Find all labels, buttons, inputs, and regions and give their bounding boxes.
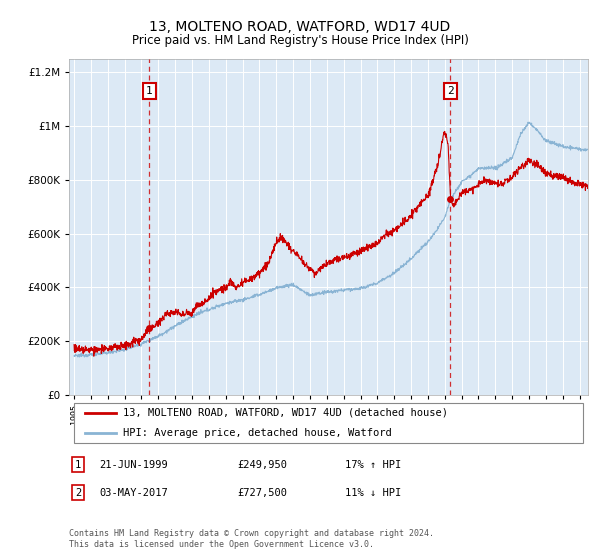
Text: Contains HM Land Registry data © Crown copyright and database right 2024.
This d: Contains HM Land Registry data © Crown c… <box>69 529 434 549</box>
Text: 1: 1 <box>146 86 153 96</box>
Text: 21-JUN-1999: 21-JUN-1999 <box>99 460 168 470</box>
Text: 1: 1 <box>75 460 81 470</box>
Text: 13, MOLTENO ROAD, WATFORD, WD17 4UD: 13, MOLTENO ROAD, WATFORD, WD17 4UD <box>149 20 451 34</box>
Text: 17% ↑ HPI: 17% ↑ HPI <box>345 460 401 470</box>
Text: 2: 2 <box>447 86 454 96</box>
FancyBboxPatch shape <box>74 403 583 443</box>
Text: 11% ↓ HPI: 11% ↓ HPI <box>345 488 401 498</box>
Text: 03-MAY-2017: 03-MAY-2017 <box>99 488 168 498</box>
Text: HPI: Average price, detached house, Watford: HPI: Average price, detached house, Watf… <box>124 428 392 438</box>
Text: 2: 2 <box>75 488 81 498</box>
Text: Price paid vs. HM Land Registry's House Price Index (HPI): Price paid vs. HM Land Registry's House … <box>131 34 469 46</box>
Text: 13, MOLTENO ROAD, WATFORD, WD17 4UD (detached house): 13, MOLTENO ROAD, WATFORD, WD17 4UD (det… <box>124 408 448 418</box>
Text: £249,950: £249,950 <box>237 460 287 470</box>
Text: £727,500: £727,500 <box>237 488 287 498</box>
